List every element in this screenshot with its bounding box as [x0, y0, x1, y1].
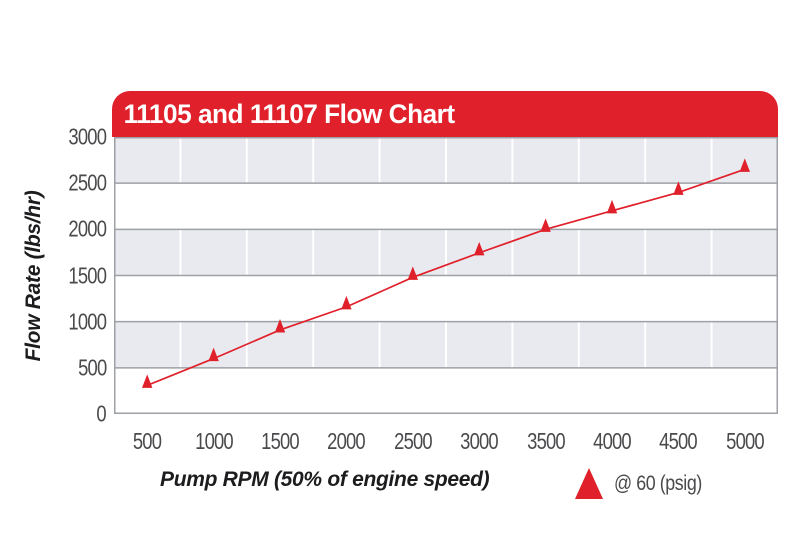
triangle-data-marker	[341, 295, 352, 310]
x-tick-label: 1000	[194, 428, 234, 454]
y-tick-label: 1500	[68, 262, 107, 288]
plot-area	[114, 137, 778, 414]
triangle-data-marker	[142, 374, 153, 388]
data-line	[146, 168, 746, 387]
y-tick-label: 3000	[68, 123, 107, 150]
plot-border	[114, 137, 778, 414]
triangle-data-marker	[739, 158, 750, 172]
triangle-data-marker	[673, 181, 684, 195]
y-tick-label: 0	[96, 400, 107, 427]
triangle-data-marker	[208, 347, 219, 362]
y-tick-label: 1000	[68, 308, 107, 335]
x-tick-label: 2500	[393, 428, 433, 454]
y-tick-label: 2000	[68, 215, 107, 242]
x-tick-label: 3500	[526, 428, 566, 454]
x-tick-label: 4000	[593, 428, 632, 454]
x-tick-label: 1500	[261, 428, 300, 454]
triangle-marker-icon	[575, 468, 603, 499]
legend-label: @ 60 (psig)	[614, 471, 702, 495]
y-tick-label: 500	[77, 354, 107, 381]
x-axis-title: Pump RPM (50% of engine speed)	[160, 468, 490, 491]
x-tick-label: 5000	[725, 428, 765, 454]
triangle-data-marker	[540, 218, 551, 232]
x-tick-label: 500	[133, 428, 162, 454]
x-tick-label: 4500	[659, 428, 699, 454]
legend: @ 60 (psig)	[575, 468, 717, 499]
x-tick-label: 2000	[327, 428, 367, 454]
y-axis-title: Flow Rate (lbs/hr)	[22, 190, 45, 362]
x-tick-label: 3000	[460, 428, 499, 454]
chart-title-banner: 11105 and 11107 Flow Chart	[112, 91, 778, 137]
chart-title: 11105 and 11107 Flow Chart	[123, 98, 455, 129]
y-tick-label: 2500	[68, 169, 107, 196]
plot-svg	[114, 137, 778, 414]
triangle-data-marker	[407, 266, 418, 280]
triangle-data-marker	[474, 241, 485, 256]
triangle-data-marker	[606, 199, 618, 214]
triangle-data-marker	[274, 318, 286, 333]
